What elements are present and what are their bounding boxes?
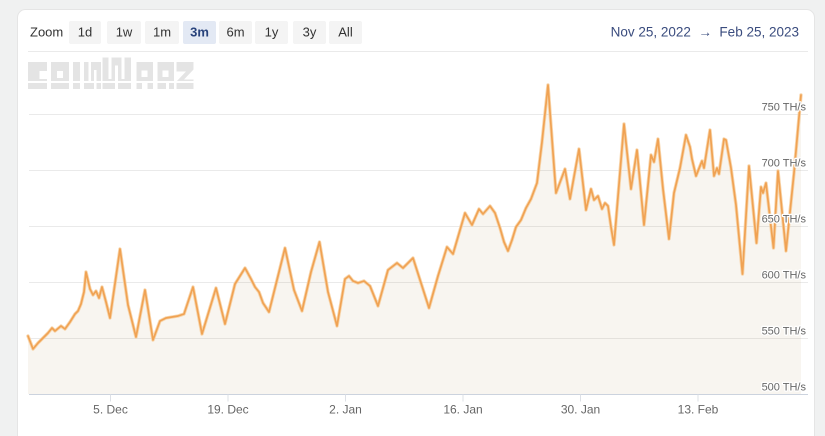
svg-text:All: All: [338, 25, 353, 40]
svg-text:16. Jan: 16. Jan: [443, 403, 482, 417]
svg-text:500 TH/s: 500 TH/s: [762, 382, 807, 394]
svg-text:6m: 6m: [226, 25, 244, 40]
svg-text:Nov 25, 2022 → Feb 25, 2023: Nov 25, 2022 → Feb 25, 2023: [611, 25, 799, 40]
svg-text:700 TH/s: 700 TH/s: [762, 158, 807, 170]
svg-text:19. Dec: 19. Dec: [207, 403, 248, 417]
svg-text:1w: 1w: [116, 25, 133, 40]
svg-text:1d: 1d: [78, 25, 92, 40]
svg-text:3y: 3y: [303, 25, 317, 40]
svg-text:750 TH/s: 750 TH/s: [762, 102, 807, 114]
svg-text:5. Dec: 5. Dec: [93, 403, 128, 417]
svg-text:2. Jan: 2. Jan: [329, 403, 362, 417]
svg-text:1m: 1m: [153, 25, 171, 40]
svg-text:650 TH/s: 650 TH/s: [762, 214, 807, 226]
svg-text:3m: 3m: [190, 25, 209, 40]
svg-text:1y: 1y: [265, 25, 279, 40]
svg-text:600 TH/s: 600 TH/s: [762, 270, 807, 282]
svg-text:550 TH/s: 550 TH/s: [762, 326, 807, 338]
svg-text:13. Feb: 13. Feb: [678, 403, 719, 417]
svg-text:Zoom: Zoom: [30, 25, 63, 40]
svg-text:30. Jan: 30. Jan: [561, 403, 600, 417]
